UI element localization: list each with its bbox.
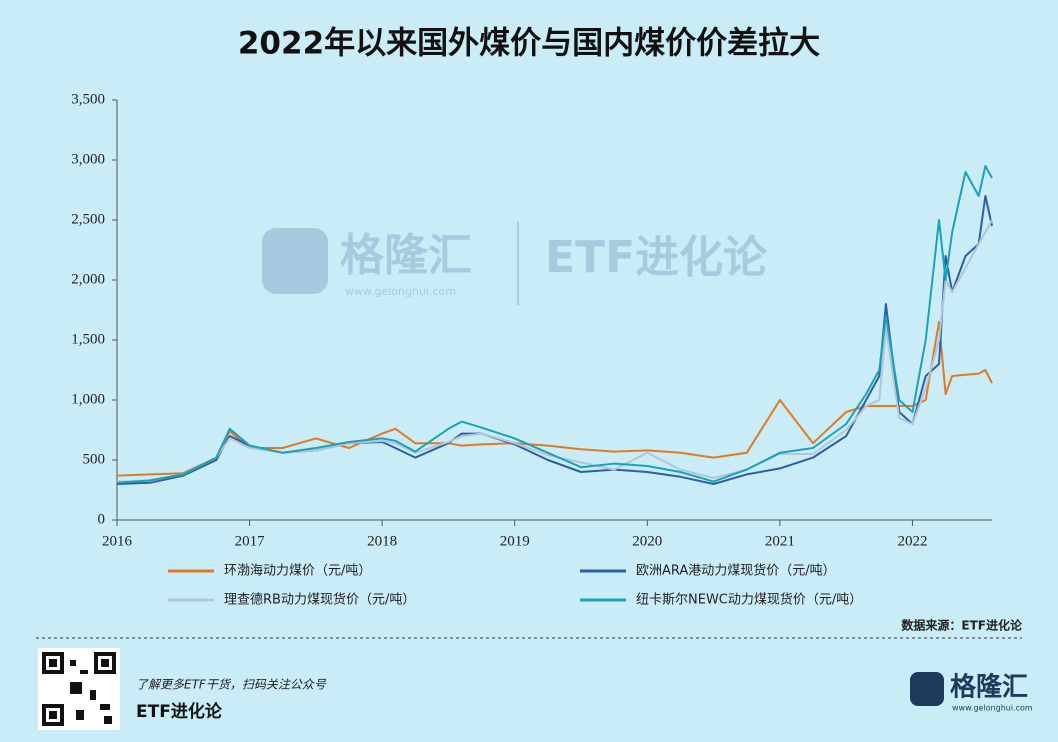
y-tick-label: 500: [83, 451, 106, 467]
legend: 环渤海动力煤价（元/吨） 欧洲ARA港动力煤现货价（元/吨） 理查德RB动力煤现货价…: [168, 563, 862, 608]
watermark-logo: [262, 228, 328, 294]
y-tick-label: 0: [98, 511, 106, 527]
x-tick-label: 2020: [632, 533, 662, 549]
y-tick-label: 1,500: [71, 331, 105, 347]
chart-title: 2022年以来国外煤价与国内煤价价差拉大: [238, 26, 820, 62]
footer-channel: ETF进化论: [136, 701, 223, 722]
footer-site: www.gelonghui.com: [952, 704, 1033, 713]
footer-logo: [910, 672, 944, 706]
x-tick-label: 2022: [897, 533, 927, 549]
legend-label: 理查德RB动力煤现货价（元/吨）: [224, 592, 415, 608]
plot: 0 500 1,000 1,500 2,000 2,500 3,000 3,500 2016 20…: [71, 91, 993, 549]
legend-label: 环渤海动力煤价（元/吨）: [224, 563, 371, 579]
source: 数据来源：ETF进化论: [901, 618, 1023, 633]
series-line: [116, 165, 993, 484]
footer-brand: 格隆汇: [950, 672, 1028, 703]
y-tick-label: 2,500: [71, 211, 105, 227]
qr-code: [38, 648, 120, 730]
y-tick-label: 2,000: [71, 271, 105, 287]
x-tick-label: 2021: [765, 533, 795, 549]
y-tick-label: 3,500: [71, 91, 105, 107]
legend-label: 欧洲ARA港动力煤现货价（元/吨）: [636, 563, 836, 579]
x-tick-label: 2019: [500, 533, 530, 549]
watermark-brand: 格隆汇: [340, 230, 472, 281]
y-tick-label: 1,000: [71, 391, 105, 407]
watermark-channel: ETF进化论: [545, 232, 768, 283]
y-tick-label: 3,000: [71, 151, 105, 167]
x-tick-label: 2016: [102, 533, 133, 549]
x-tick-label: 2018: [367, 533, 397, 549]
x-tick-label: 2017: [235, 533, 266, 549]
series-line: [116, 321, 993, 477]
watermark: 格隆汇 www.gelonghui.com ETF进化论: [262, 222, 768, 305]
watermark-site: www.gelonghui.com: [345, 285, 456, 298]
footer-prompt: 了解更多ETF干货，扫码关注公众号: [136, 678, 327, 692]
legend-label: 纽卡斯尔NEWC动力煤现货价（元/吨）: [636, 592, 862, 608]
